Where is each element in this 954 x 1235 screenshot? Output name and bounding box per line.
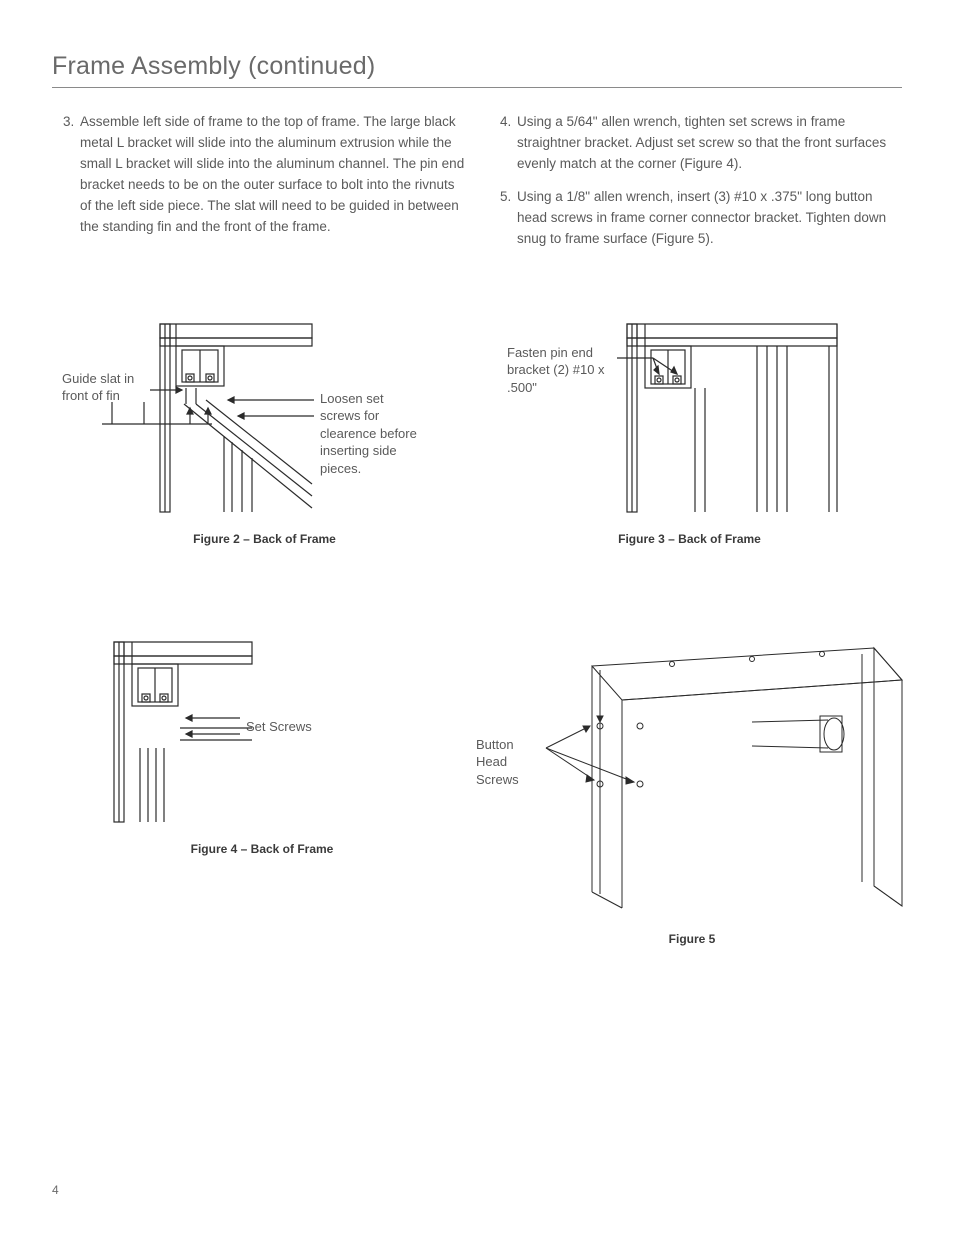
right-column: Using a 5/64" allen wrench, tighten set … (489, 112, 902, 262)
instruction-columns: Assemble left side of frame to the top o… (52, 112, 902, 262)
figure-4-cell: Set Screws (52, 636, 472, 946)
step-5: Using a 1/8" allen wrench, insert (3) #1… (515, 187, 902, 250)
fig5-caption: Figure 5 (472, 932, 912, 946)
steps-right: Using a 5/64" allen wrench, tighten set … (489, 112, 902, 250)
figure-2-cell: Guide slat in front of fin Loosen set sc… (52, 316, 477, 546)
steps-left: Assemble left side of frame to the top o… (52, 112, 465, 238)
page: Frame Assembly (continued) Assemble left… (0, 0, 954, 1235)
figure-5-cell: Button Head Screws (472, 636, 912, 946)
page-number: 4 (52, 1183, 59, 1197)
step-3: Assemble left side of frame to the top o… (78, 112, 465, 238)
step-4: Using a 5/64" allen wrench, tighten set … (515, 112, 902, 175)
page-title: Frame Assembly (continued) (52, 52, 902, 81)
figures-row-2: Set Screws (52, 636, 902, 946)
fig4-caption: Figure 4 – Back of Frame (52, 842, 472, 856)
fig3-callout: Fasten pin end bracket (2) #10 x .500" (507, 344, 617, 397)
figure-3-cell: Fasten pin end bracket (2) #10 x .500" (477, 316, 902, 546)
fig4-callout: Set Screws (246, 718, 366, 736)
fig3-caption: Figure 3 – Back of Frame (477, 532, 902, 546)
title-rule (52, 87, 902, 88)
left-column: Assemble left side of frame to the top o… (52, 112, 465, 262)
fig2-callout-left: Guide slat in front of fin (62, 370, 157, 405)
fig2-caption: Figure 2 – Back of Frame (52, 532, 477, 546)
fig2-callout-right: Loosen set screws for clearence before i… (320, 390, 420, 478)
figures-row-1: Guide slat in front of fin Loosen set sc… (52, 316, 902, 546)
fig5-callout: Button Head Screws (476, 736, 546, 789)
